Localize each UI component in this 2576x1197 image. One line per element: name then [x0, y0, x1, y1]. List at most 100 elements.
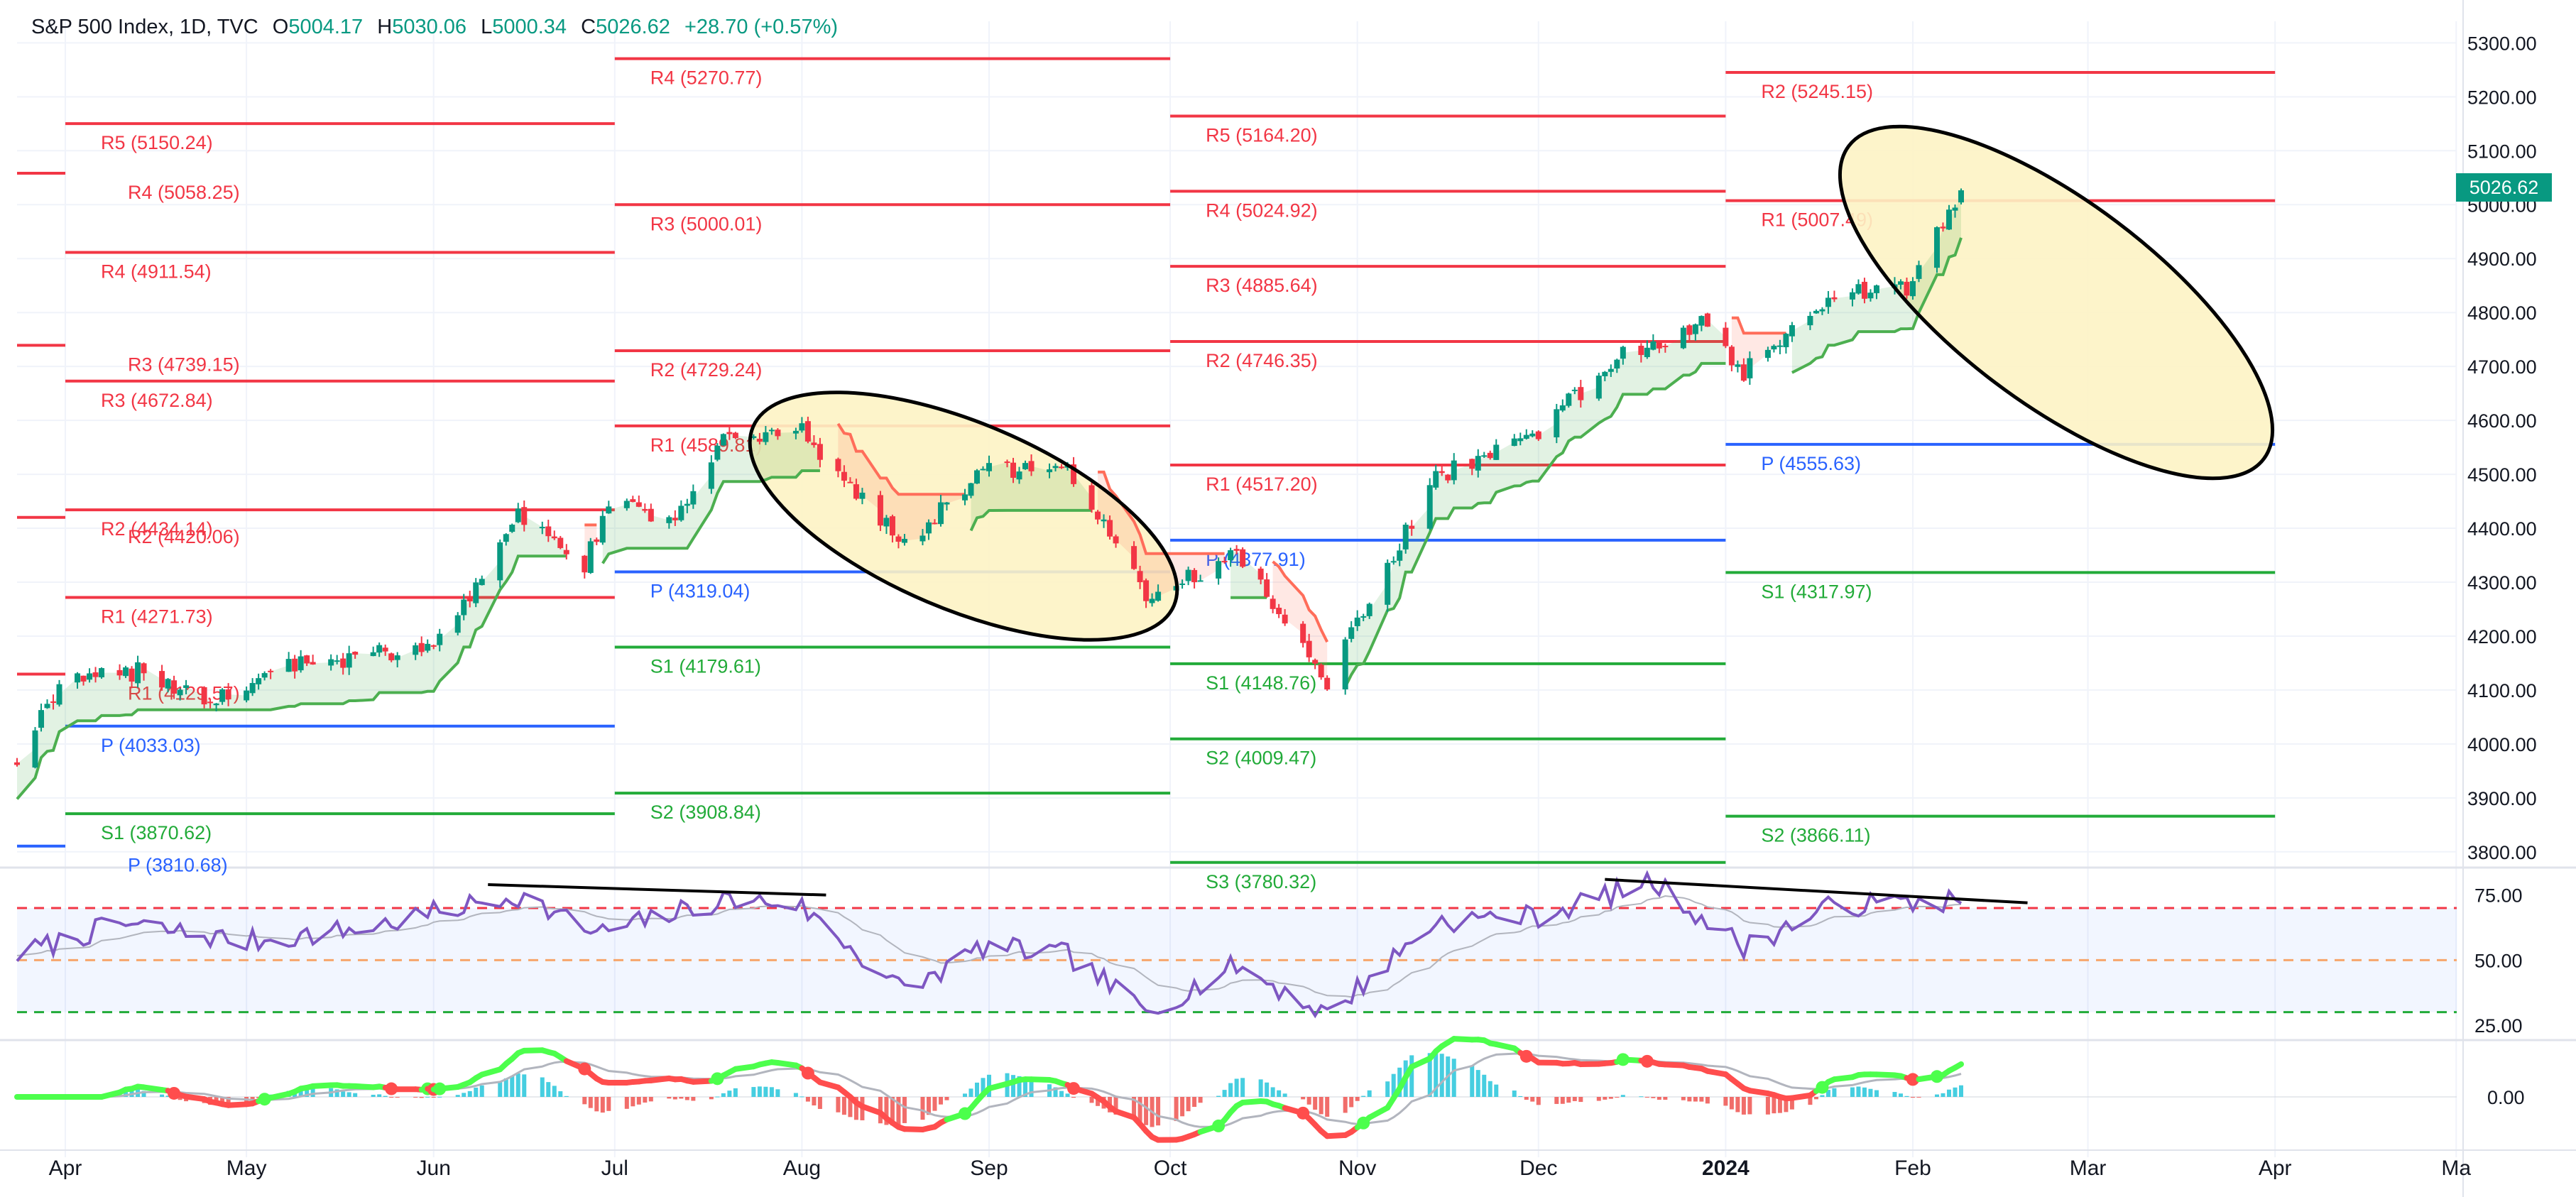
candle-body: [1554, 409, 1560, 437]
price-tick-label: 5200.00: [2467, 87, 2537, 108]
macd-histogram-bar: [805, 1097, 810, 1102]
macd-histogram-bar: [431, 1097, 436, 1098]
macd-histogram-bar: [684, 1097, 689, 1100]
candle-body: [503, 534, 509, 542]
candle-body: [1348, 627, 1355, 639]
pivot-label: S1 (4317.97): [1761, 581, 1872, 602]
macd-histogram-bar: [1735, 1097, 1740, 1113]
macd-line-segment: [1113, 1108, 1137, 1120]
supertrend-fill: [838, 423, 965, 541]
macd-histogram-bar: [395, 1097, 400, 1098]
pivot-label: S2 (4009.47): [1206, 748, 1316, 769]
candle-body: [1300, 623, 1306, 643]
candle-body: [666, 517, 672, 523]
candle-body: [454, 615, 461, 633]
candle-body: [1638, 345, 1644, 356]
macd-histogram-bar: [1862, 1087, 1867, 1097]
macd-histogram-bar: [1029, 1081, 1034, 1097]
macd-histogram-bar: [1832, 1088, 1837, 1097]
price-tick-label: 4600.00: [2467, 410, 2537, 432]
candle-body: [1052, 466, 1059, 469]
candle-body: [256, 678, 262, 684]
candle-body: [1088, 485, 1095, 510]
candle-body: [841, 471, 847, 481]
time-tick-label: Apr: [2259, 1157, 2292, 1180]
supertrend-down-line: [836, 422, 965, 496]
candle-body: [883, 518, 890, 527]
ohlc-high: H5030.06: [377, 16, 467, 38]
time-tick-label: Jul: [601, 1157, 628, 1180]
macd-histogram-bar: [389, 1097, 394, 1098]
candle-body: [1113, 536, 1119, 544]
price-tick-label: 4100.00: [2467, 680, 2537, 701]
macd-histogram-bar: [1729, 1097, 1734, 1110]
pivot-label: S1 (4148.76): [1206, 672, 1316, 694]
candle-body: [1475, 456, 1481, 471]
candle-body: [413, 645, 419, 655]
macd-histogram-bar: [522, 1074, 527, 1097]
macd-histogram-bar: [1349, 1097, 1354, 1108]
candle-body: [1397, 550, 1403, 561]
symbol-name[interactable]: S&P 500 Index, 1D, TVC: [31, 16, 258, 38]
macd-histogram-bar: [250, 1097, 255, 1101]
candle-body: [545, 526, 552, 537]
time-tick-label: May: [227, 1157, 267, 1180]
macd-histogram-bar: [636, 1097, 641, 1105]
supertrend-up-line: [1791, 237, 1963, 374]
macd-histogram-bar: [1186, 1097, 1191, 1112]
macd-histogram-bar: [1228, 1083, 1233, 1097]
candle-body: [123, 667, 129, 677]
candle-body: [599, 515, 606, 543]
candle-body: [352, 651, 359, 655]
candle-body: [1602, 371, 1608, 376]
macd-histogram-bar: [920, 1097, 925, 1120]
macd-histogram-bar: [1113, 1097, 1118, 1115]
supertrend-up-line: [1343, 361, 1726, 688]
macd-line-segment: [690, 1078, 714, 1085]
candle-body: [582, 555, 588, 573]
candle-body: [690, 491, 697, 505]
macd-line-segment: [1493, 1041, 1517, 1051]
macd-line-segment: [310, 1082, 334, 1089]
macd-histogram-bar: [1639, 1096, 1644, 1098]
macd-histogram-bar: [775, 1089, 780, 1097]
time-tick-label: Ma: [2441, 1157, 2471, 1180]
candle-body: [346, 653, 352, 668]
candle-body: [1849, 292, 1855, 300]
macd-line-segment: [225, 1101, 250, 1108]
macd-line-segment: [521, 1047, 545, 1054]
candle-body: [177, 689, 183, 696]
macd-histogram-bar: [1953, 1087, 1958, 1097]
macd-histogram-bar: [1065, 1093, 1070, 1097]
macd-line-segment: [479, 1066, 503, 1078]
time-tick-label: Nov: [1338, 1157, 1376, 1180]
time-tick-label: Apr: [49, 1157, 82, 1180]
pivot-label: R2 (5245.15): [1761, 81, 1873, 102]
macd-histogram-bar: [1488, 1081, 1492, 1097]
macd-histogram-bar: [1385, 1081, 1390, 1097]
macd-histogram-bar: [1355, 1097, 1360, 1101]
macd-histogram-bar: [1566, 1097, 1571, 1103]
macd-histogram-bar: [1524, 1097, 1529, 1100]
macd-histogram-bar: [1174, 1097, 1179, 1122]
macd-histogram-bar: [1772, 1097, 1777, 1114]
candle-body: [32, 730, 38, 768]
macd-histogram-bar: [467, 1091, 472, 1097]
candle-body: [1511, 438, 1517, 447]
candle-body: [944, 502, 950, 505]
macd-histogram-bar: [853, 1097, 858, 1120]
candle-body: [539, 527, 545, 529]
macd-histogram-bar: [141, 1091, 146, 1097]
candle-body: [684, 503, 690, 506]
time-tick-label: 2024: [1702, 1157, 1750, 1180]
macd-histogram-bar: [1059, 1091, 1064, 1097]
macd-line-segment: [986, 1081, 1010, 1092]
macd-histogram-bar: [1723, 1097, 1728, 1106]
macd-histogram-bar: [1258, 1079, 1263, 1097]
macd-histogram-bar: [1898, 1093, 1903, 1097]
macd-histogram-bar: [902, 1097, 907, 1123]
macd-histogram-bar: [1391, 1073, 1396, 1097]
macd-histogram-bar: [1747, 1097, 1752, 1115]
